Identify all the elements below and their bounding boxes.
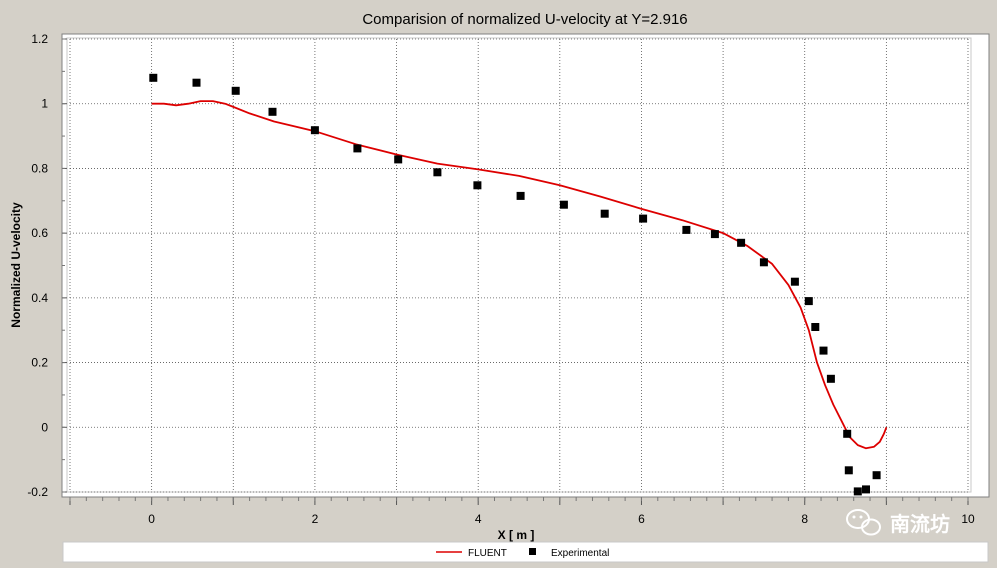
experimental-point: [843, 429, 852, 438]
experimental-point: [353, 144, 362, 153]
experimental-point: [710, 230, 719, 239]
grid: [69, 38, 969, 493]
experimental-point: [473, 181, 482, 190]
watermark-text: 南流坊: [890, 512, 950, 536]
legend-box: [62, 541, 989, 563]
legend-experimental-label: Experimental: [551, 548, 609, 559]
x-tick-label: 8: [801, 512, 808, 526]
x-tick-label: 2: [312, 512, 319, 526]
wechat-icon: [846, 509, 881, 536]
plot-area: [61, 33, 990, 498]
experimental-point: [826, 374, 835, 383]
experimental-point: [149, 73, 158, 82]
experimental-point: [790, 277, 799, 286]
experimental-point: [600, 209, 609, 218]
experimental-point: [804, 297, 813, 306]
plot-inner-border: [66, 37, 972, 493]
x-axis-label: X [ m ]: [498, 528, 535, 542]
x-tick-label: 0: [148, 512, 155, 526]
y-tick-label: 1: [41, 97, 48, 111]
experimental-point: [516, 191, 525, 200]
experimental-point: [639, 214, 648, 223]
experimental-point: [819, 346, 828, 355]
experimental-point: [682, 225, 691, 234]
y-tick-label: -0.2: [27, 485, 48, 499]
watermark: 南流坊: [846, 509, 950, 536]
legend-experimental-swatch: [529, 548, 536, 555]
y-tick-label: 0.6: [31, 226, 48, 240]
x-tick-label: 6: [638, 512, 645, 526]
experimental-point: [737, 238, 746, 247]
y-axis: -0.2 0 0.2 0.4 0.6 0.8 1 1.2: [27, 32, 67, 499]
experimental-point: [433, 168, 442, 177]
experimental-point: [559, 200, 568, 209]
experimental-point: [759, 258, 768, 267]
chart-title: Comparision of normalized U-velocity at …: [362, 11, 687, 28]
experimental-point: [394, 155, 403, 164]
x-tick-label: 10: [961, 512, 975, 526]
y-tick-label: 1.2: [31, 32, 48, 46]
experimental-point: [853, 487, 862, 496]
x-tick-label: 4: [475, 512, 482, 526]
legend: FLUENT Experimental: [62, 541, 989, 563]
experimental-point: [844, 466, 853, 475]
experimental-point: [268, 107, 277, 116]
x-axis: 0 2 4 6 8 10: [69, 497, 975, 526]
experimental-point: [310, 126, 319, 135]
y-tick-label: 0.8: [31, 161, 48, 175]
y-tick-label: 0.4: [31, 291, 48, 305]
experimental-point: [231, 86, 240, 95]
experimental-point: [872, 471, 881, 480]
legend-fluent-label: FLUENT: [468, 548, 507, 559]
experimental-point: [192, 78, 201, 87]
experimental-point: [811, 323, 820, 331]
y-tick-label: 0: [41, 420, 48, 434]
y-tick-label: 0.2: [31, 356, 48, 370]
y-axis-label: Normalized U-velocity: [9, 202, 23, 328]
series-experimental: [149, 73, 881, 496]
experimental-point: [862, 485, 870, 494]
